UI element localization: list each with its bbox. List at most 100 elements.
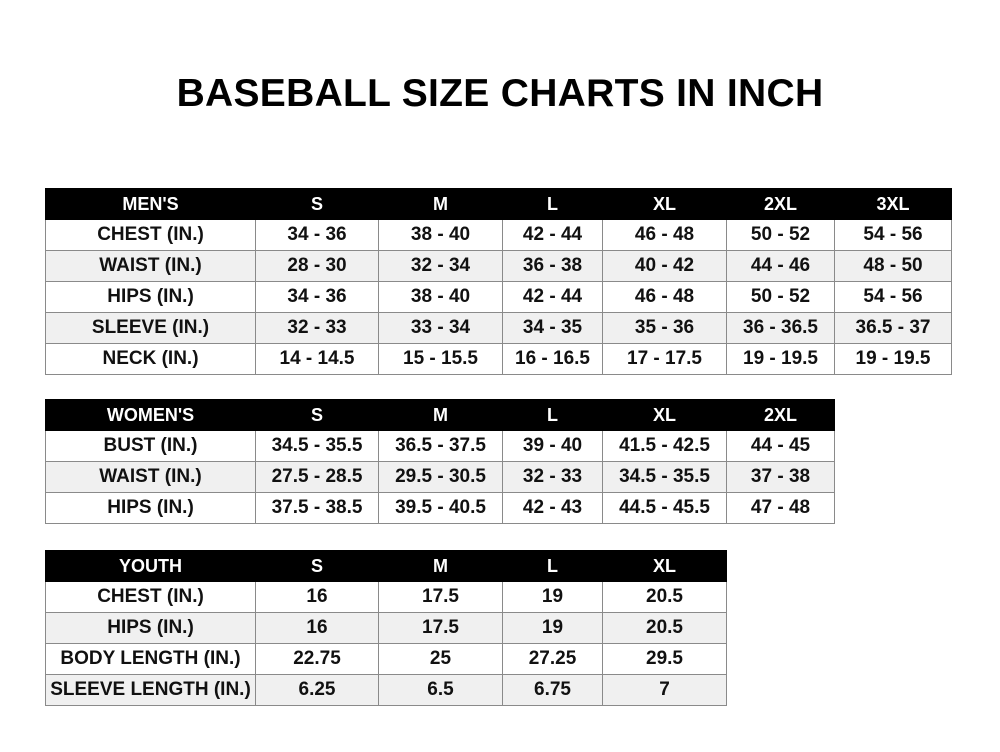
header-row: WOMEN'S S M L XL 2XL	[45, 399, 835, 431]
table-row: SLEEVE LENGTH (IN.) 6.25 6.5 6.75 7	[45, 674, 727, 706]
size-value: 14 - 14.5	[255, 343, 379, 375]
size-header: M	[378, 399, 503, 431]
size-header: M	[378, 550, 503, 582]
measurement-label: BUST (IN.)	[45, 430, 256, 462]
size-value: 36.5 - 37.5	[378, 430, 503, 462]
size-value: 6.5	[378, 674, 503, 706]
size-value: 34.5 - 35.5	[255, 430, 379, 462]
table-row: HIPS (IN.) 37.5 - 38.5 39.5 - 40.5 42 - 43 4…	[45, 492, 835, 524]
header-row: YOUTH S M L XL	[45, 550, 727, 582]
size-header: XL	[602, 550, 727, 582]
measurement-label: SLEEVE LENGTH (IN.)	[45, 674, 256, 706]
category-header: WOMEN'S	[45, 399, 256, 431]
table-row: CHEST (IN.) 34 - 36 38 - 40 42 - 44 46 - 48 5…	[45, 219, 952, 251]
size-value: 36 - 38	[502, 250, 603, 282]
measurement-label: CHEST (IN.)	[45, 219, 256, 251]
size-value: 29.5 - 30.5	[378, 461, 503, 493]
size-value: 20.5	[602, 581, 727, 613]
size-value: 42 - 43	[502, 492, 603, 524]
measurement-label: CHEST (IN.)	[45, 581, 256, 613]
size-header: L	[502, 399, 603, 431]
size-value: 15 - 15.5	[378, 343, 503, 375]
size-value: 50 - 52	[726, 281, 835, 313]
size-value: 54 - 56	[834, 219, 952, 251]
size-value: 33 - 34	[378, 312, 503, 344]
measurement-label: NECK (IN.)	[45, 343, 256, 375]
table-row: WAIST (IN.) 28 - 30 32 - 34 36 - 38 40 - 42 4…	[45, 250, 952, 282]
category-header: MEN'S	[45, 188, 256, 220]
size-value: 46 - 48	[602, 281, 727, 313]
size-value: 50 - 52	[726, 219, 835, 251]
size-value: 39 - 40	[502, 430, 603, 462]
size-value: 44 - 46	[726, 250, 835, 282]
womens-size-table: WOMEN'S S M L XL 2XL BUST (IN.) 34.5 - 35.5 36.5…	[45, 399, 835, 524]
size-value: 17.5	[378, 581, 503, 613]
measurement-label: BODY LENGTH (IN.)	[45, 643, 256, 675]
size-value: 19 - 19.5	[726, 343, 835, 375]
measurement-label: HIPS (IN.)	[45, 492, 256, 524]
size-value: 41.5 - 42.5	[602, 430, 727, 462]
size-value: 32 - 33	[502, 461, 603, 493]
category-header: YOUTH	[45, 550, 256, 582]
mens-size-table: MEN'S S M L XL 2XL 3XL CHEST (IN.) 34 - 36 38 - 4…	[45, 188, 952, 375]
size-value: 27.5 - 28.5	[255, 461, 379, 493]
size-value: 29.5	[602, 643, 727, 675]
size-value: 19	[502, 581, 603, 613]
size-value: 32 - 34	[378, 250, 503, 282]
size-value: 38 - 40	[378, 219, 503, 251]
measurement-label: HIPS (IN.)	[45, 612, 256, 644]
size-value: 35 - 36	[602, 312, 727, 344]
table-row: BODY LENGTH (IN.) 22.75 25 27.25 29.5	[45, 643, 727, 675]
size-value: 16	[255, 581, 379, 613]
size-value: 16 - 16.5	[502, 343, 603, 375]
measurement-label: WAIST (IN.)	[45, 461, 256, 493]
size-value: 40 - 42	[602, 250, 727, 282]
size-value: 34 - 36	[255, 219, 379, 251]
table-row: HIPS (IN.) 16 17.5 19 20.5	[45, 612, 727, 644]
size-header: 2XL	[726, 399, 835, 431]
youth-size-table: YOUTH S M L XL CHEST (IN.) 16 17.5 19 20.5 HIPS (I…	[45, 550, 727, 706]
table-row: SLEEVE (IN.) 32 - 33 33 - 34 34 - 35 35 - 36…	[45, 312, 952, 344]
size-value: 25	[378, 643, 503, 675]
size-header: XL	[602, 188, 727, 220]
size-value: 28 - 30	[255, 250, 379, 282]
size-value: 44.5 - 45.5	[602, 492, 727, 524]
size-header: L	[502, 188, 603, 220]
size-header: S	[255, 399, 379, 431]
size-header: 3XL	[834, 188, 952, 220]
measurement-label: HIPS (IN.)	[45, 281, 256, 313]
table-row: NECK (IN.) 14 - 14.5 15 - 15.5 16 - 16.5 17 …	[45, 343, 952, 375]
size-header: 2XL	[726, 188, 835, 220]
size-value: 19 - 19.5	[834, 343, 952, 375]
table-row: HIPS (IN.) 34 - 36 38 - 40 42 - 44 46 - 48 50…	[45, 281, 952, 313]
size-value: 36.5 - 37	[834, 312, 952, 344]
table-row: CHEST (IN.) 16 17.5 19 20.5	[45, 581, 727, 613]
size-value: 7	[602, 674, 727, 706]
size-value: 47 - 48	[726, 492, 835, 524]
measurement-label: SLEEVE (IN.)	[45, 312, 256, 344]
size-header: S	[255, 188, 379, 220]
size-value: 44 - 45	[726, 430, 835, 462]
size-value: 19	[502, 612, 603, 644]
size-value: 37 - 38	[726, 461, 835, 493]
size-value: 34 - 35	[502, 312, 603, 344]
size-value: 39.5 - 40.5	[378, 492, 503, 524]
size-value: 42 - 44	[502, 219, 603, 251]
size-value: 34 - 36	[255, 281, 379, 313]
size-header: XL	[602, 399, 727, 431]
size-header: L	[502, 550, 603, 582]
table-row: BUST (IN.) 34.5 - 35.5 36.5 - 37.5 39 - 40 4…	[45, 430, 835, 462]
size-value: 22.75	[255, 643, 379, 675]
size-value: 32 - 33	[255, 312, 379, 344]
size-value: 17.5	[378, 612, 503, 644]
size-value: 16	[255, 612, 379, 644]
size-value: 17 - 17.5	[602, 343, 727, 375]
size-value: 46 - 48	[602, 219, 727, 251]
size-value: 37.5 - 38.5	[255, 492, 379, 524]
size-value: 27.25	[502, 643, 603, 675]
size-value: 6.25	[255, 674, 379, 706]
size-value: 6.75	[502, 674, 603, 706]
size-value: 20.5	[602, 612, 727, 644]
size-value: 38 - 40	[378, 281, 503, 313]
size-header: S	[255, 550, 379, 582]
